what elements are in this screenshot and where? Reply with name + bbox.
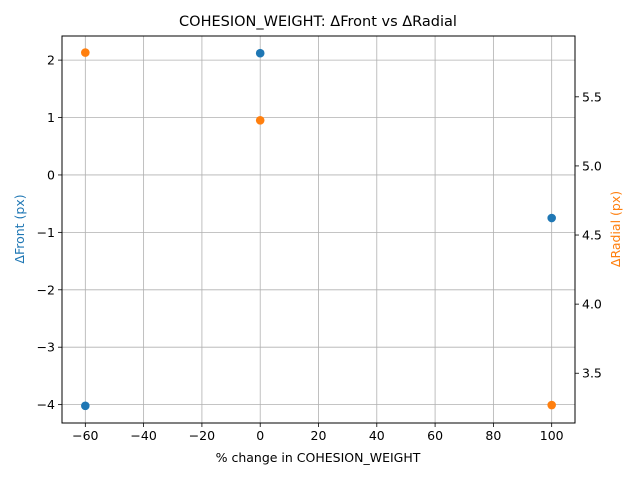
right-y-axis-ticks: 3.5 4.0 4.5 5.0 5.5 <box>575 89 602 381</box>
right-y-tick-label: 5.5 <box>582 89 602 104</box>
x-tick-label: 40 <box>369 428 385 443</box>
left-y-tick-label: −4 <box>37 397 55 412</box>
x-tick-label: −20 <box>189 428 215 443</box>
left-y-tick-label: −1 <box>37 225 55 240</box>
x-axis-ticks: −60 −40 −20 0 20 40 60 80 100 <box>72 423 564 443</box>
radial-point <box>255 116 265 125</box>
right-y-tick-label: 3.5 <box>582 366 602 381</box>
grid-lines <box>62 36 575 423</box>
right-y-tick-label: 4.5 <box>582 228 602 243</box>
left-y-axis-title: ΔFront (px) <box>12 194 27 263</box>
radial-point <box>547 400 556 410</box>
x-axis-title: % change in COHESION_WEIGHT <box>216 450 421 465</box>
front-point <box>547 213 556 223</box>
x-tick-label: 20 <box>311 428 327 443</box>
front-point <box>255 48 265 58</box>
chart-marks <box>81 48 556 411</box>
left-y-tick-label: −2 <box>37 282 55 297</box>
left-y-tick-label: 2 <box>47 53 55 68</box>
left-y-tick-label: 1 <box>47 110 55 125</box>
radial-point <box>81 48 90 57</box>
x-tick-label: 100 <box>540 428 564 443</box>
left-y-axis-ticks: −4 −3 −2 −1 0 1 2 <box>37 53 62 412</box>
x-tick-label: −60 <box>72 428 98 443</box>
right-y-axis-title: ΔRadial (px) <box>608 191 623 267</box>
right-y-tick-label: 4.0 <box>582 297 602 312</box>
right-y-tick-label: 5.0 <box>582 158 602 173</box>
x-tick-label: 80 <box>485 428 501 443</box>
left-y-tick-label: 0 <box>47 167 55 182</box>
left-y-tick-label: −3 <box>37 340 55 355</box>
x-tick-label: −40 <box>130 428 156 443</box>
x-tick-label: 0 <box>256 428 264 443</box>
front-point <box>81 401 90 411</box>
x-tick-label: 60 <box>427 428 443 443</box>
chart-title: COHESION_WEIGHT: ΔFront vs ΔRadial <box>179 14 457 30</box>
